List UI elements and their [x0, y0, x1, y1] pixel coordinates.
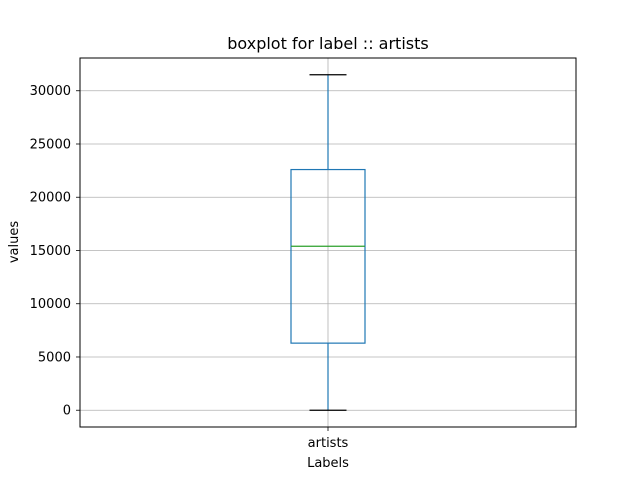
y-tick-label: 25000 [30, 137, 71, 152]
y-tick-label: 0 [63, 404, 71, 419]
y-tick-label: 10000 [30, 297, 71, 312]
y-tick-label: 20000 [30, 191, 71, 206]
chart-title: boxplot for label :: artists [227, 34, 428, 53]
y-axis-ticks: 0 5000 10000 15000 20000 25000 30000 [30, 84, 80, 419]
y-tick-label: 5000 [38, 350, 71, 365]
y-tick-label: 15000 [30, 244, 71, 259]
x-axis-ticks: artists [308, 427, 349, 451]
y-axis-label: values [7, 221, 22, 264]
boxes [290, 74, 366, 411]
x-tick-label: artists [308, 436, 349, 451]
iqr-box [290, 168, 366, 344]
x-axis-label: Labels [307, 456, 349, 471]
y-tick-label: 30000 [30, 84, 71, 99]
